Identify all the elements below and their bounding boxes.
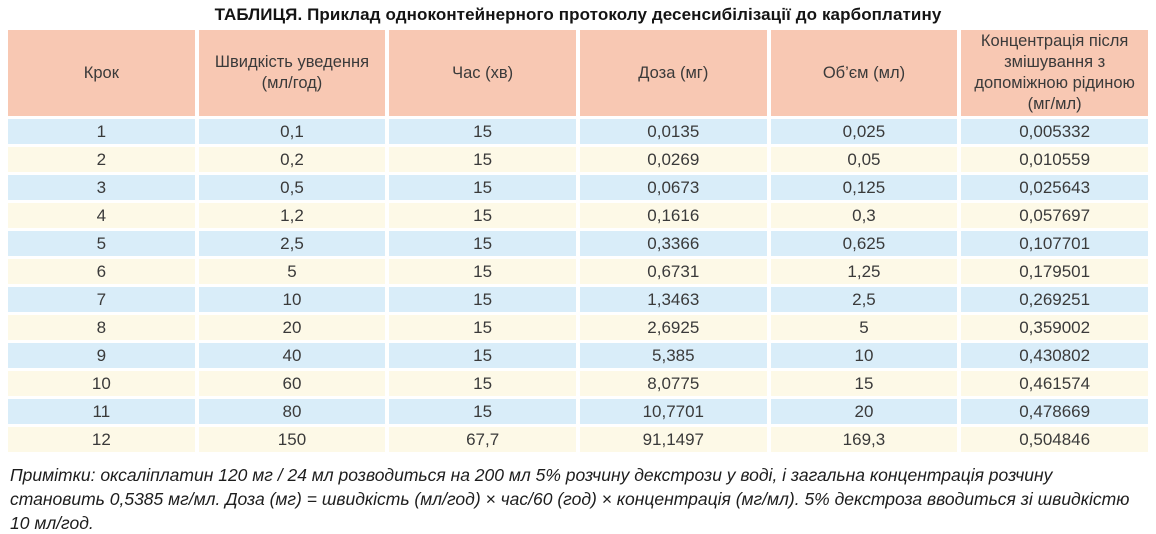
table-cell: 0,057697: [961, 203, 1148, 228]
column-header-5: Об’єм (мл): [770, 30, 958, 116]
desensitization-protocol-table: Крок Швидкість уведення (мл/год) Час (хв) Д…: [4, 27, 1152, 455]
table-cell: 0,0673: [579, 175, 767, 200]
table-cell: 15: [389, 399, 576, 424]
table-cell: 91,1497: [579, 427, 767, 452]
table-title: ТАБЛИЦЯ. Приклад одноконтейнерного прото…: [214, 5, 942, 24]
column-header-6: Концентрація після змішування з допоміжн…: [961, 30, 1148, 116]
table-cell: 0,1: [198, 119, 386, 144]
table-cell: 0,6731: [579, 259, 767, 284]
table-header-row: Крок Швидкість уведення (мл/год) Час (хв) Д…: [8, 30, 1148, 116]
column-header-1: Крок: [8, 30, 195, 116]
table-cell: 0,430802: [961, 343, 1148, 368]
table-cell: 8,0775: [579, 371, 767, 396]
table-cell: 15: [770, 371, 958, 396]
table-cell: 0,010559: [961, 147, 1148, 172]
table-cell: 9: [8, 343, 195, 368]
table-cell: 15: [389, 287, 576, 312]
table-cell: 1,2: [198, 203, 386, 228]
table-cell: 10: [198, 287, 386, 312]
table-cell: 5: [198, 259, 386, 284]
table-cell: 0,625: [770, 231, 958, 256]
table-cell: 0,359002: [961, 315, 1148, 340]
table-cell: 80: [198, 399, 386, 424]
table-header: Крок Швидкість уведення (мл/год) Час (хв) Д…: [8, 30, 1148, 116]
table-cell: 15: [389, 315, 576, 340]
table-cell: 0,0269: [579, 147, 767, 172]
column-header-2: Швидкість уведення (мл/год): [198, 30, 386, 116]
table-cell: 3: [8, 175, 195, 200]
table-cell: 15: [389, 371, 576, 396]
table-row-step-1: 1 0,1 15 0,0135 0,025 0,005332: [8, 119, 1148, 144]
table-row-step-12: 12 150 67,7 91,1497 169,3 0,504846: [8, 427, 1148, 452]
table-cell: 0,0135: [579, 119, 767, 144]
table-cell: 10: [770, 343, 958, 368]
table-cell: 15: [389, 343, 576, 368]
table-cell: 0,5: [198, 175, 386, 200]
table-cell: 5: [8, 231, 195, 256]
table-cell: 40: [198, 343, 386, 368]
table-cell: 0,125: [770, 175, 958, 200]
table-cell: 15: [389, 119, 576, 144]
table-cell: 8: [8, 315, 195, 340]
table-cell: 0,1616: [579, 203, 767, 228]
table-cell: 20: [198, 315, 386, 340]
table-cell: 0,3366: [579, 231, 767, 256]
table-cell: 20: [770, 399, 958, 424]
table-cell: 2,5: [770, 287, 958, 312]
table-cell: 15: [389, 231, 576, 256]
table-cell: 12: [8, 427, 195, 452]
table-row-step-8: 8 20 15 2,6925 5 0,359002: [8, 315, 1148, 340]
table-cell: 2,6925: [579, 315, 767, 340]
table-cell: 169,3: [770, 427, 958, 452]
table-cell: 2: [8, 147, 195, 172]
table-row-step-7: 7 10 15 1,3463 2,5 0,269251: [8, 287, 1148, 312]
table-cell: 0,05: [770, 147, 958, 172]
table-cell: 0,025: [770, 119, 958, 144]
table-row-step-6: 6 5 15 0,6731 1,25 0,179501: [8, 259, 1148, 284]
table-cell: 0,179501: [961, 259, 1148, 284]
table-cell: 5,385: [579, 343, 767, 368]
table-row-step-5: 5 2,5 15 0,3366 0,625 0,107701: [8, 231, 1148, 256]
table-cell: 11: [8, 399, 195, 424]
footnote: Примітки: оксаліплатин 120 мг / 24 мл ро…: [10, 465, 1130, 533]
table-cell: 15: [389, 147, 576, 172]
table-cell: 0,3: [770, 203, 958, 228]
table-row-step-2: 2 0,2 15 0,0269 0,05 0,010559: [8, 147, 1148, 172]
table-cell: 67,7: [389, 427, 576, 452]
table-cell: 0,504846: [961, 427, 1148, 452]
table-cell: 0,005332: [961, 119, 1148, 144]
table-cell: 0,461574: [961, 371, 1148, 396]
table-cell: 10: [8, 371, 195, 396]
table-cell: 6: [8, 259, 195, 284]
table-cell: 15: [389, 259, 576, 284]
table-cell: 1: [8, 119, 195, 144]
table-cell: 10,7701: [579, 399, 767, 424]
table-cell: 4: [8, 203, 195, 228]
table-row-step-11: 11 80 15 10,7701 20 0,478669: [8, 399, 1148, 424]
table-cell: 0,107701: [961, 231, 1148, 256]
table-cell: 0,2: [198, 147, 386, 172]
table-cell: 150: [198, 427, 386, 452]
table-cell: 1,3463: [579, 287, 767, 312]
table-cell: 7: [8, 287, 195, 312]
table-cell: 15: [389, 203, 576, 228]
table-cell: 5: [770, 315, 958, 340]
table-row-step-3: 3 0,5 15 0,0673 0,125 0,025643: [8, 175, 1148, 200]
column-header-3: Час (хв): [389, 30, 576, 116]
table-cell: 0,478669: [961, 399, 1148, 424]
table-row-step-10: 10 60 15 8,0775 15 0,461574: [8, 371, 1148, 396]
table-cell: 0,025643: [961, 175, 1148, 200]
column-header-4: Доза (мг): [579, 30, 767, 116]
table-cell: 15: [389, 175, 576, 200]
table-body: 1 0,1 15 0,0135 0,025 0,005332 2 0,2 15 0,0269 0,0…: [8, 119, 1148, 452]
table-cell: 60: [198, 371, 386, 396]
table-row-step-9: 9 40 15 5,385 10 0,430802: [8, 343, 1148, 368]
table-cell: 2,5: [198, 231, 386, 256]
table-cell: 0,269251: [961, 287, 1148, 312]
table-cell: 1,25: [770, 259, 958, 284]
table-row-step-4: 4 1,2 15 0,1616 0,3 0,057697: [8, 203, 1148, 228]
